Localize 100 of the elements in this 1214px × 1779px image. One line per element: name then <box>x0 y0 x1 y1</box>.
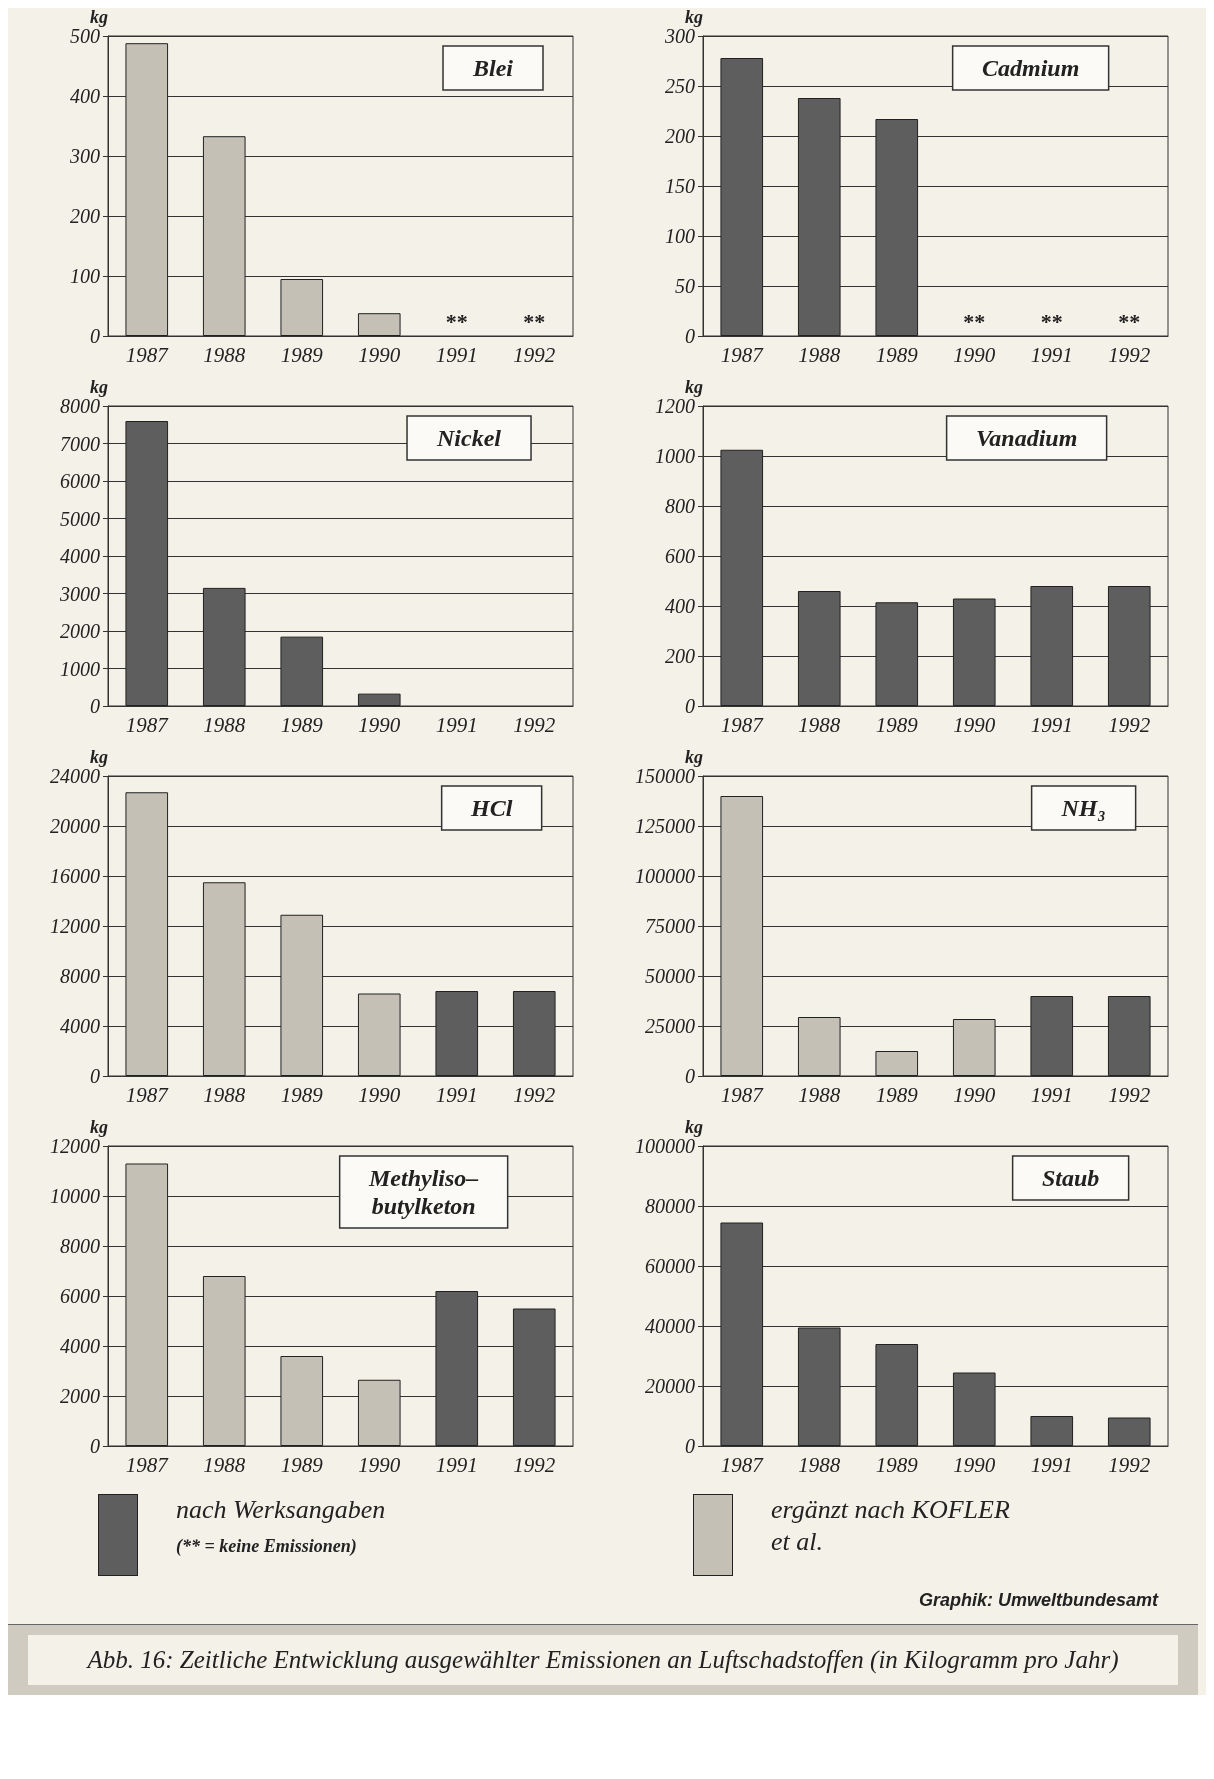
x-tick-label: 1991 <box>1030 342 1073 367</box>
y-tick-label: 600 <box>665 545 695 567</box>
bar <box>125 792 169 1076</box>
y-tick-label: 0 <box>685 695 695 717</box>
y-tick-label: 4000 <box>60 1335 100 1357</box>
category-label: nach Werksangaben <box>176 1494 387 1526</box>
text: Staub <box>1041 1165 1100 1191</box>
y-tick-label: 2000 <box>60 620 100 642</box>
annotation: ** <box>963 308 986 334</box>
y-tick-label: 300 <box>69 145 100 167</box>
bar <box>952 1019 996 1076</box>
x-tick-label: 1988 <box>798 342 841 367</box>
y-tick-label: 12000 <box>50 915 100 937</box>
bar <box>720 1222 764 1446</box>
x-tick-label: 1991 <box>1030 1082 1073 1107</box>
y-axis-title: kg <box>90 377 108 398</box>
bar <box>720 58 764 336</box>
x-tick-label: 1990 <box>358 1082 401 1107</box>
x-tick-label: 1989 <box>875 1452 919 1477</box>
x-tick-label: 1989 <box>280 342 324 367</box>
y-tick-label: 200 <box>70 205 100 227</box>
bar <box>125 1163 169 1446</box>
x-tick-label: 1990 <box>953 342 996 367</box>
y-tick-label: 8000 <box>60 1235 100 1257</box>
y-tick-label: 400 <box>70 85 100 107</box>
bar <box>875 602 919 706</box>
bar <box>125 421 169 706</box>
bar <box>280 1356 324 1446</box>
x-tick-label: 1992 <box>1108 342 1151 367</box>
x-tick-label: 1987 <box>125 342 170 367</box>
x-tick-label: 1991 <box>435 342 478 367</box>
bar <box>797 98 841 336</box>
x-tick-label: 1988 <box>203 712 246 737</box>
x-tick-label: 1987 <box>720 1082 765 1107</box>
x-tick-label: 1991 <box>1030 1452 1073 1477</box>
y-tick-label: 200 <box>665 125 695 147</box>
bar <box>797 1017 841 1076</box>
y-tick-label: 0 <box>90 1435 100 1457</box>
text: (** = keine Emissionen) <box>176 1535 358 1558</box>
x-tick-label: 1990 <box>358 1452 401 1477</box>
bar <box>1030 1416 1074 1446</box>
text: Vanadium <box>975 425 1078 451</box>
bar <box>202 1276 246 1446</box>
x-tick-label: 1992 <box>1108 1452 1151 1477</box>
y-tick-label: 16000 <box>50 865 100 887</box>
y-axis-title: kg <box>90 747 108 768</box>
y-tick-label: 100 <box>665 225 695 247</box>
x-tick-label: 1987 <box>720 342 765 367</box>
y-tick-label: 40000 <box>645 1315 695 1337</box>
y-tick-label: 0 <box>685 325 695 347</box>
annotation: ** <box>1040 308 1063 334</box>
y-tick-label: 80000 <box>645 1195 695 1217</box>
x-tick-label: 1988 <box>203 1452 246 1477</box>
x-tick-label: 1992 <box>513 1082 556 1107</box>
bar <box>202 136 246 336</box>
x-tick-label: 1987 <box>125 1082 170 1107</box>
y-tick-label: 100 <box>70 265 100 287</box>
x-tick-label: 1991 <box>1030 712 1073 737</box>
y-tick-label: 6000 <box>60 1285 100 1307</box>
x-tick-label: 1990 <box>953 1082 996 1107</box>
y-tick-label: 50000 <box>645 965 695 987</box>
y-axis-title: kg <box>685 1117 703 1138</box>
x-tick-label: 1988 <box>798 1082 841 1107</box>
annotation: ** <box>1118 308 1141 334</box>
bar <box>202 587 246 706</box>
y-tick-label: 0 <box>90 325 100 347</box>
x-tick-label: 1992 <box>1108 712 1151 737</box>
y-tick-label: 3000 <box>59 582 100 605</box>
y-tick-label: 800 <box>665 495 695 517</box>
y-tick-label: 150 <box>665 175 695 197</box>
x-tick-label: 1989 <box>875 342 919 367</box>
x-tick-label: 1989 <box>280 1452 324 1477</box>
x-tick-label: 1992 <box>513 712 556 737</box>
x-tick-label: 1991 <box>435 1082 478 1107</box>
y-tick-label: 5000 <box>60 507 100 530</box>
y-axis-title: kg <box>685 377 703 398</box>
x-tick-label: 1987 <box>125 712 170 737</box>
x-tick-label: 1988 <box>203 1082 246 1107</box>
bar <box>797 591 841 706</box>
x-tick-label: 1992 <box>513 1452 556 1477</box>
x-tick-label: 1990 <box>953 712 996 737</box>
y-tick-label: 125000 <box>635 815 695 837</box>
bar <box>357 693 401 706</box>
bar <box>1107 1417 1151 1446</box>
y-tick-label: 0 <box>90 695 100 717</box>
y-tick-label: 200 <box>665 645 695 667</box>
text: Nickel <box>436 425 502 451</box>
annotation: ** <box>523 308 546 334</box>
y-tick-label: 4000 <box>60 1015 100 1037</box>
bar <box>720 796 764 1076</box>
y-axis-title: kg <box>90 7 108 28</box>
bar <box>357 993 401 1076</box>
x-tick-label: 1987 <box>720 1452 765 1477</box>
bar <box>512 1308 556 1446</box>
text: Methyliso– butylketon <box>367 1165 479 1219</box>
bar <box>875 1344 919 1446</box>
x-tick-label: 1990 <box>358 342 401 367</box>
x-tick-label: 1990 <box>358 712 401 737</box>
x-tick-label: 1992 <box>1108 1082 1151 1107</box>
x-tick-label: 1989 <box>280 1082 324 1107</box>
